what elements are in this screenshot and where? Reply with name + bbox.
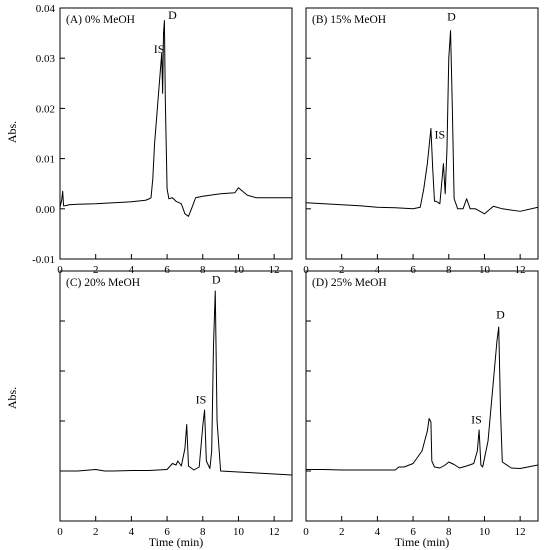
x-tick-label-b-2: 2 bbox=[339, 264, 345, 276]
x-tick-label-a-2: 2 bbox=[93, 264, 99, 276]
x-tick-label-c-6: 6 bbox=[164, 526, 170, 538]
x-tick-label-b-0: 0 bbox=[303, 264, 309, 276]
y-tick-label-a-5: 0.04 bbox=[36, 3, 56, 15]
plot-frame-b bbox=[305, 7, 539, 260]
y-tick-label-a-1: 0.00 bbox=[36, 204, 56, 216]
y-tick-label-a-4: 0.03 bbox=[36, 53, 56, 65]
x-tick-label-b-10: 10 bbox=[479, 264, 491, 276]
panel-title-b: (B) 15% MeOH bbox=[312, 14, 386, 26]
x-tick-label-d-6: 6 bbox=[410, 526, 416, 538]
x-tick-label-b-4: 4 bbox=[375, 264, 381, 276]
plot-frame-d bbox=[305, 270, 539, 522]
peak-label-b-d: D bbox=[447, 10, 456, 24]
x-tick-label-d-12: 12 bbox=[515, 526, 526, 538]
trace-c-0 bbox=[60, 290, 293, 476]
plot-frame-a bbox=[59, 7, 293, 260]
panel-title-d: (D) 25% MeOH bbox=[312, 277, 387, 289]
peak-label-d-d: D bbox=[496, 308, 505, 322]
peak-label-a-is: IS bbox=[154, 42, 165, 56]
x-tick-label-c-2: 2 bbox=[93, 526, 99, 538]
y-tick-label-a-3: 0.02 bbox=[36, 103, 55, 115]
plot-frame-c bbox=[59, 270, 293, 522]
x-tick-label-b-6: 6 bbox=[410, 264, 416, 276]
x-tick-label-c-0: 0 bbox=[57, 526, 63, 538]
peak-label-a-d: D bbox=[168, 8, 177, 22]
x-tick-label-d-8: 8 bbox=[446, 526, 452, 538]
panel-c: 0 2 4 6 8 10 12 (C) 20% MeOH IS D bbox=[57, 270, 293, 538]
y-axis-title-top: Abs. bbox=[5, 121, 19, 143]
x-tick-label-a-8: 8 bbox=[200, 264, 206, 276]
panel-d: 0 2 4 6 8 10 12 (D) 25% MeOH IS D bbox=[303, 270, 539, 538]
panel-title-c: (C) 20% MeOH bbox=[66, 277, 140, 289]
x-tick-label-a-10: 10 bbox=[233, 264, 245, 276]
x-axis-title-right: Time (min) bbox=[395, 535, 450, 549]
trace-b-0 bbox=[305, 30, 539, 215]
peak-label-b-is: IS bbox=[435, 128, 446, 142]
x-tick-label-d-0: 0 bbox=[303, 526, 309, 538]
peak-label-c-is: IS bbox=[196, 393, 207, 407]
x-tick-label-c-8: 8 bbox=[200, 526, 206, 538]
panel-a: 0 2 4 6 8 10 12 -0.01 0.00 0.01 0.02 0.03 0.04 (A) 0%… bbox=[32, 3, 293, 276]
x-tick-label-d-2: 2 bbox=[339, 526, 345, 538]
x-tick-label-b-8: 8 bbox=[446, 264, 452, 276]
x-tick-label-a-12: 12 bbox=[269, 264, 280, 276]
y-axis-title-bottom: Abs. bbox=[5, 387, 19, 409]
x-axis-title-left: Time (min) bbox=[149, 535, 204, 549]
x-tick-label-a-6: 6 bbox=[164, 264, 170, 276]
trace-d-0 bbox=[306, 326, 539, 471]
y-tick-label-a-2: 0.01 bbox=[36, 154, 55, 166]
y-tick-label-a-0: -0.01 bbox=[32, 254, 55, 266]
panel-b: 0 2 4 6 8 10 12 (B) 15% MeOH IS D bbox=[303, 7, 539, 276]
x-tick-label-c-10: 10 bbox=[233, 526, 245, 538]
x-tick-label-b-12: 12 bbox=[515, 264, 526, 276]
panel-title-a: (A) 0% MeOH bbox=[66, 14, 135, 26]
x-tick-label-c-12: 12 bbox=[269, 526, 280, 538]
x-tick-label-d-10: 10 bbox=[479, 526, 491, 538]
x-tick-label-d-4: 4 bbox=[375, 526, 381, 538]
peak-label-d-is: IS bbox=[471, 413, 482, 427]
x-tick-label-c-4: 4 bbox=[129, 526, 135, 538]
x-tick-label-a-4: 4 bbox=[129, 264, 135, 276]
x-tick-label-a-0: 0 bbox=[57, 264, 63, 276]
peak-label-c-d: D bbox=[212, 273, 221, 287]
trace-a-0 bbox=[59, 20, 292, 217]
